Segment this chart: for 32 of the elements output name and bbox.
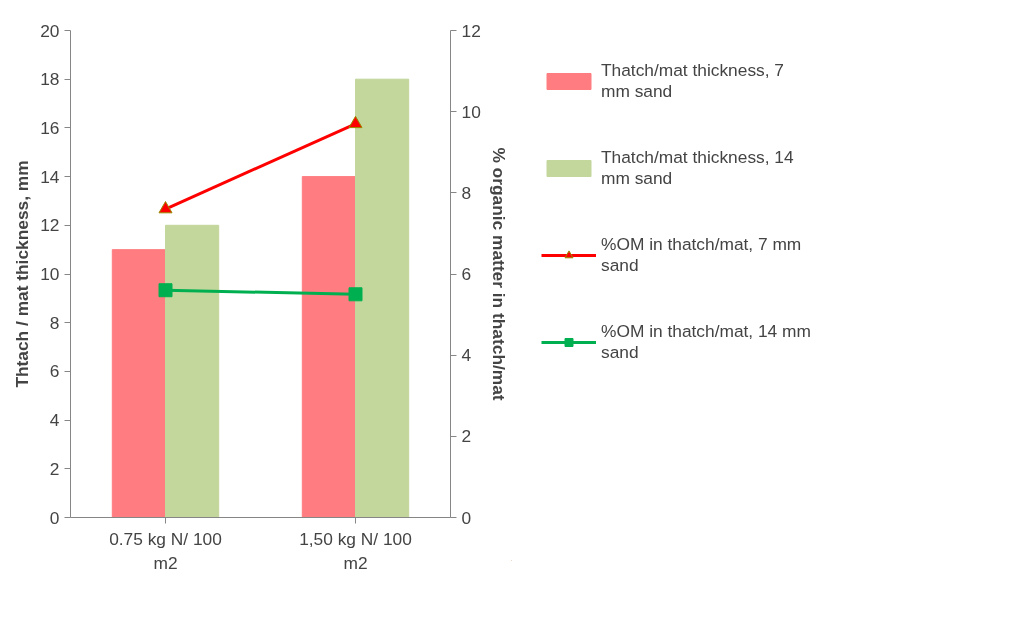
y-tick-label: 10	[40, 264, 60, 284]
y-tick-label: 2	[49, 458, 60, 479]
y-tick-label: 8	[49, 312, 60, 333]
y2-tick-label: 4	[461, 345, 472, 366]
y2-axis-title: % organic matter in thatch/mat	[488, 147, 509, 401]
bar	[111, 249, 166, 518]
y-tick-label: 16	[40, 117, 60, 138]
y2-tick-label: 0	[461, 507, 472, 528]
y2-tick-label: 12	[461, 20, 481, 41]
legend-label: %OM in thatch/mat, 7 mm sand	[601, 234, 802, 276]
point	[158, 283, 173, 298]
y-tick-label: 0	[49, 507, 60, 528]
y-tick-label: 14	[40, 166, 60, 187]
y-tick-label: 4	[49, 410, 60, 431]
y-tick-label: 20	[40, 20, 60, 41]
y2-tick-label: 2	[461, 426, 472, 447]
x-tick-label: 0.75 kg N/ 100 m2	[109, 528, 222, 573]
y-tick-label: 6	[49, 361, 60, 382]
y-tick-label: 12	[40, 215, 60, 236]
y-tick-label: 18	[40, 69, 60, 90]
y-axis-title: Thtach / mat thickness, mm	[12, 160, 33, 388]
legend-label: %OM in thatch/mat, 14 mm sand	[601, 321, 811, 363]
y2-tick-label: 8	[461, 182, 472, 203]
legend-label: Thatch/mat thickness, 7 mm sand	[601, 60, 784, 102]
legend-label: Thatch/mat thickness, 14 mm sand	[601, 147, 794, 189]
bar	[355, 78, 410, 518]
bar	[301, 176, 356, 518]
y2-tick-label: 10	[461, 101, 481, 122]
y2-tick-label: 6	[461, 264, 472, 284]
point	[348, 287, 363, 302]
x-tick-label: 1,50 kg N/ 100 m2	[299, 528, 412, 573]
bar	[165, 224, 220, 518]
